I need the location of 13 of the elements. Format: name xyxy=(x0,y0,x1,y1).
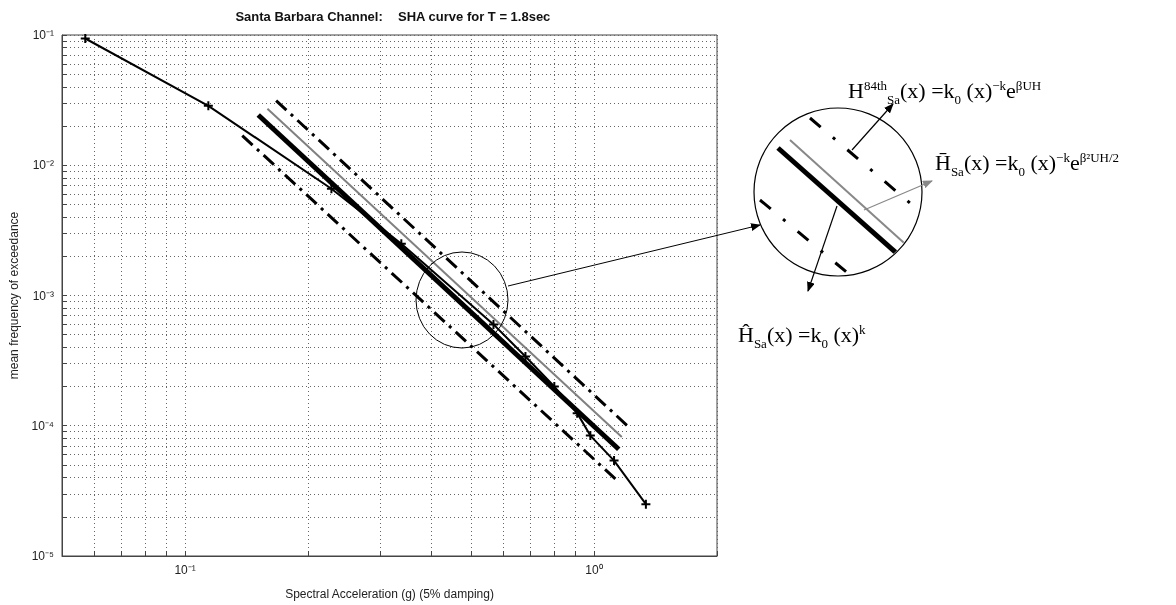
y-tick-label: 10⁻⁵ xyxy=(31,549,55,563)
y-axis-title: mean frequency of exceedance xyxy=(7,211,21,380)
y-tick-label: 10⁻³ xyxy=(32,288,54,303)
y-tick-label: 10⁻¹ xyxy=(32,28,54,42)
text: Ĥ$_{Sa}$(x) =k$_{0}$ (x)$^{k}$ xyxy=(738,322,866,352)
chart-subtitle: SHA curve for T = 1.8sec xyxy=(398,8,551,24)
text: H$^{84th}$$_{Sa}$(x) =k$_{0}$ (x)$^{−k}$e$^{βUH}$ xyxy=(848,78,1042,107)
text: H̄$_{Sa}$(x) =k$_{0}$ (x)$^{−k}$e$^{β²UH/2}$ xyxy=(935,150,1120,180)
y-tick-label: 10⁻² xyxy=(32,158,54,173)
y-tick-label: 10⁻⁴ xyxy=(31,418,54,433)
x-tick-label: 10⁰ xyxy=(585,563,603,577)
x-axis-title: Spectral Acceleration (g) (5% damping) xyxy=(285,587,494,601)
chart-title: Santa Barbara Channel: xyxy=(235,8,383,24)
